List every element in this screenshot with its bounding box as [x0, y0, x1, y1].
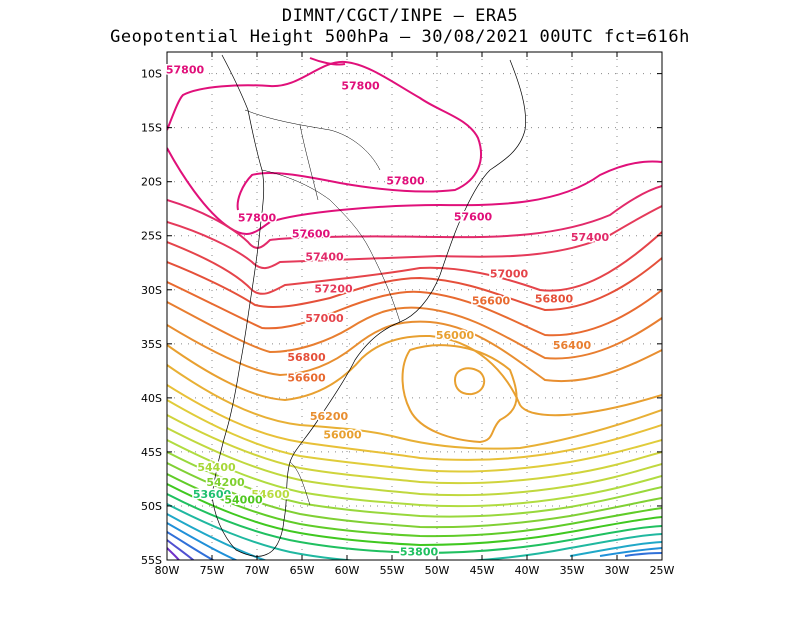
- y-tick-label: 35S: [141, 338, 162, 351]
- contour-label: 56800: [535, 292, 574, 305]
- contour-labels: 57800 57800 57800 57800 57600 57600 57400 57400…: [164, 62, 611, 560]
- contour-55000: [167, 427, 662, 497]
- y-tick-label: 50S: [141, 500, 162, 513]
- contour-label: 57000: [490, 268, 529, 281]
- x-tick-label: 60W: [335, 564, 360, 577]
- contour-57800: [167, 60, 482, 211]
- contour-53400: [167, 513, 662, 560]
- contour-53600: [167, 503, 662, 560]
- contour-label: 56000: [323, 429, 362, 442]
- contour-57200: [167, 205, 662, 269]
- map-frame: [166, 51, 663, 561]
- contour-label: 56600: [287, 371, 326, 384]
- contour-label: 57800: [238, 211, 277, 224]
- y-tick-label: 45S: [141, 446, 162, 459]
- x-tick-label: 30W: [605, 564, 630, 577]
- contour-low-inner: [453, 367, 486, 396]
- contour-53800: [167, 493, 662, 555]
- x-tick-label: 50W: [425, 564, 450, 577]
- contour-label: 56800: [287, 351, 326, 364]
- contour-56800: [167, 257, 662, 312]
- contour-label: 54600: [251, 488, 290, 501]
- contour-label: 54000: [224, 493, 263, 506]
- contour-57000: [167, 231, 662, 295]
- contour-55200: [167, 414, 662, 485]
- contour-label: 56400: [553, 339, 592, 352]
- title-line-1: DIMNT/CGCT/INPE — ERA5: [281, 6, 519, 26]
- contour-label: 56200: [310, 410, 349, 423]
- x-tick-label: 65W: [290, 564, 315, 577]
- contour-53200: [167, 522, 662, 560]
- x-tick-label: 45W: [470, 564, 495, 577]
- contour-54000: [167, 483, 662, 547]
- contour-label: 57800: [341, 80, 380, 93]
- coastline: [211, 54, 526, 557]
- y-tick-label: 20S: [141, 176, 162, 189]
- contour-54400: [167, 462, 662, 529]
- contour-label: 57400: [571, 231, 610, 244]
- contour-56600: [167, 281, 662, 337]
- contour-56000: [167, 334, 662, 417]
- contour-55600: [167, 384, 662, 461]
- y-tick-label: 25S: [141, 230, 162, 243]
- y-tick-label: 15S: [141, 122, 162, 135]
- y-tick-label: 10S: [141, 68, 162, 81]
- y-tick-label: 55S: [141, 554, 162, 567]
- contour-53000: [167, 531, 662, 560]
- contour-label: 53600: [193, 488, 232, 501]
- contour-low-outer: [401, 344, 518, 444]
- contour-54200: [167, 473, 662, 538]
- contour-label: 57200: [314, 283, 353, 296]
- contour-54600: [167, 451, 662, 518]
- contour-label: 57600: [454, 210, 493, 223]
- y-tick-label: 30S: [141, 284, 162, 297]
- contour-54800: [167, 439, 662, 508]
- x-tick-label: 80W: [155, 564, 180, 577]
- x-tick-label: 55W: [380, 564, 405, 577]
- contour-lines: [167, 54, 662, 560]
- x-tick-label: 75W: [200, 564, 225, 577]
- contour-56400: [167, 301, 662, 360]
- contour-label: 56000: [436, 329, 475, 342]
- x-tick-label: 70W: [245, 564, 270, 577]
- contour-57400: [167, 185, 662, 249]
- x-tick-label: 25W: [650, 564, 675, 577]
- title-line-2: Geopotential Height 500hPa — 30/08/2021 …: [110, 27, 690, 47]
- contour-55800: [167, 364, 662, 450]
- country-borders: [244, 109, 401, 506]
- contour-label: 56600: [472, 295, 511, 308]
- contour-label: 54400: [197, 461, 236, 474]
- contour-label: 54200: [206, 476, 245, 489]
- contour-57800-top: [309, 57, 346, 66]
- contour-label: 57800: [166, 63, 205, 76]
- contour-label: 57600: [292, 228, 331, 241]
- contour-label: 57800: [386, 175, 425, 188]
- y-tick-label: 40S: [141, 392, 162, 405]
- contour-label: 53800: [400, 545, 439, 558]
- contour-55400: [167, 399, 662, 473]
- x-tick-label: 40W: [515, 564, 540, 577]
- contour-52600: [167, 547, 181, 560]
- contour-label: 57400: [305, 250, 344, 263]
- contour-52800: [167, 539, 195, 560]
- x-tick-label: 35W: [560, 564, 585, 577]
- contour-label: 57000: [305, 312, 344, 325]
- contour-56200: [167, 320, 662, 382]
